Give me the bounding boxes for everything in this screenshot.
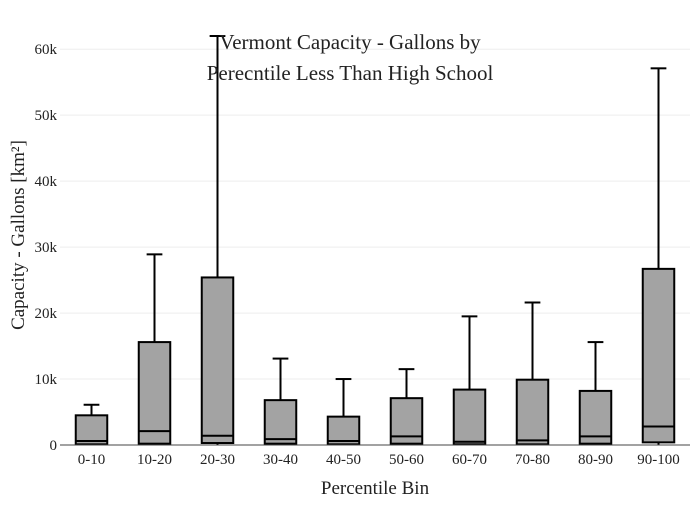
- y-tick-label: 20k: [35, 306, 58, 322]
- box-70-80: [515, 301, 550, 446]
- y-tick-label: 60k: [35, 42, 58, 58]
- box-body: [515, 378, 550, 446]
- box-body: [326, 415, 361, 446]
- x-tick-label: 40-50: [326, 452, 361, 468]
- x-tick-label: 10-20: [137, 452, 172, 468]
- y-tick-label: 10k: [35, 372, 58, 388]
- box-50-60: [389, 368, 424, 445]
- y-tick-label: 40k: [35, 174, 58, 190]
- box-80-90: [578, 341, 613, 445]
- box-body: [452, 388, 487, 446]
- x-tick-label: 20-30: [200, 452, 235, 468]
- gridlines: [60, 48, 690, 380]
- box-60-70: [452, 315, 487, 446]
- box-body: [641, 267, 676, 444]
- box-30-40: [263, 357, 298, 445]
- box-40-50: [326, 378, 361, 446]
- y-axis-title: Capacity - Gallons [km²]: [8, 140, 29, 330]
- x-tick-label: 90-100: [637, 452, 680, 468]
- y-tick-label: 30k: [35, 240, 58, 256]
- box-body: [578, 389, 613, 445]
- x-tick-label: 60-70: [452, 452, 487, 468]
- x-tick-label: 50-60: [389, 452, 424, 468]
- x-axis-title: Percentile Bin: [321, 478, 430, 499]
- chart-title-line-1: Vermont Capacity - Gallons by: [219, 30, 481, 54]
- x-tick-label: 30-40: [263, 452, 298, 468]
- box-90-100: [641, 67, 676, 445]
- box-body: [74, 414, 109, 446]
- box-body: [263, 399, 298, 445]
- y-tick-label: 0: [50, 438, 58, 454]
- x-tick-label: 80-90: [578, 452, 613, 468]
- boxes: [74, 35, 676, 446]
- axes: 0 10k 20k 30k 40k 50k 60k 0-10 10-20 20-30 30-40 40…: [35, 42, 690, 468]
- x-tick-label: 70-80: [515, 452, 550, 468]
- box-20-30: [200, 35, 235, 445]
- box-10-20: [137, 253, 172, 445]
- box-body: [137, 341, 172, 445]
- x-tick-label: 0-10: [78, 452, 106, 468]
- y-tick-label: 50k: [35, 108, 58, 124]
- box-0-10: [74, 403, 109, 446]
- chart-title-line-2: Perecntile Less Than High School: [207, 61, 494, 85]
- box-body: [200, 276, 235, 445]
